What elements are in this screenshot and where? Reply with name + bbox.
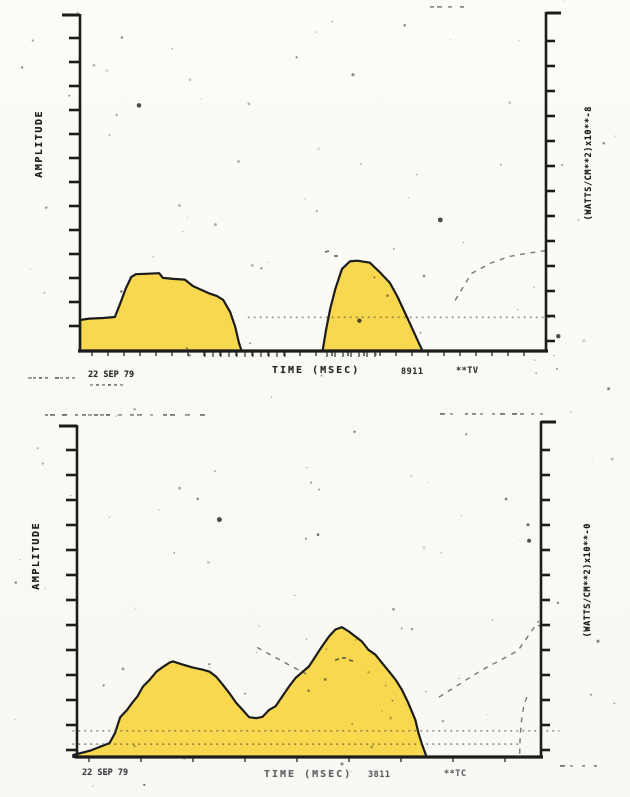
lower-chart-amplitude-axis-label: AMPLITUDE bbox=[31, 522, 42, 590]
lower-chart-plot-area bbox=[59, 420, 560, 762]
upper-chart-plot-area bbox=[62, 11, 561, 357]
upper-chart-code-annotation-1: 8911 bbox=[401, 367, 424, 377]
lower-chart-time-axis-label: TIME (MSEC) bbox=[264, 769, 353, 780]
lower-chart-date-label: 22 SEP 79 bbox=[82, 768, 129, 778]
lower-chart-watts-axis-label: (WATTS/CM**2)x10**-0 bbox=[583, 523, 593, 638]
lower-chart-code-annotation-1: 3811 bbox=[368, 770, 391, 780]
lower-chart-code-annotation-2: **TC bbox=[444, 769, 467, 779]
upper-chart-time-axis-label: TIME (MSEC) bbox=[272, 365, 361, 376]
upper-chart-amplitude-axis-label: AMPLITUDE bbox=[34, 110, 45, 178]
upper-chart-date-label: 22 SEP 79 bbox=[88, 370, 135, 380]
scan-noise-speckles bbox=[14, 0, 617, 787]
upper-chart-code-annotation-2: **TV bbox=[456, 366, 479, 376]
upper-chart-watts-axis-label: (WATTS/CM**2)x10**-8 bbox=[584, 106, 594, 221]
